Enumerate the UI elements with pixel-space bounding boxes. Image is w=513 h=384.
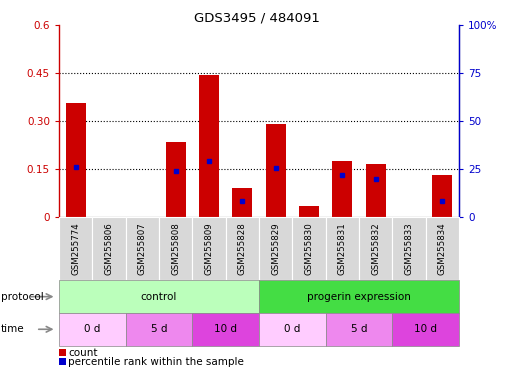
Bar <box>199 74 219 217</box>
Text: GSM255808: GSM255808 <box>171 222 180 275</box>
Bar <box>92 217 126 280</box>
Bar <box>126 217 159 280</box>
Bar <box>59 280 259 313</box>
Bar <box>359 217 392 280</box>
Text: GDS3495 / 484091: GDS3495 / 484091 <box>193 12 320 25</box>
Text: GSM255832: GSM255832 <box>371 222 380 275</box>
Bar <box>326 217 359 280</box>
Bar <box>66 103 86 217</box>
Bar <box>192 313 259 346</box>
Text: percentile rank within the sample: percentile rank within the sample <box>68 357 244 367</box>
Bar <box>326 313 392 346</box>
Text: time: time <box>1 324 25 334</box>
Bar <box>192 217 226 280</box>
Text: progerin expression: progerin expression <box>307 291 411 302</box>
Bar <box>126 313 192 346</box>
Text: GSM255833: GSM255833 <box>405 222 413 275</box>
Bar <box>59 217 92 280</box>
Bar <box>299 206 319 217</box>
Text: protocol: protocol <box>1 291 44 302</box>
Bar <box>392 313 459 346</box>
Text: 10 d: 10 d <box>415 324 437 334</box>
Bar <box>259 217 292 280</box>
Text: GSM255829: GSM255829 <box>271 222 280 275</box>
Text: GSM255831: GSM255831 <box>338 222 347 275</box>
Bar <box>432 175 452 217</box>
Text: 10 d: 10 d <box>214 324 237 334</box>
Text: 0 d: 0 d <box>284 324 301 334</box>
Text: GSM255828: GSM255828 <box>238 222 247 275</box>
Text: 5 d: 5 d <box>351 324 367 334</box>
Bar <box>366 164 386 217</box>
Text: GSM255834: GSM255834 <box>438 222 447 275</box>
Bar <box>426 217 459 280</box>
Bar <box>292 217 326 280</box>
Text: count: count <box>68 348 98 358</box>
Text: 0 d: 0 d <box>84 324 101 334</box>
Bar <box>59 313 126 346</box>
Bar <box>59 358 66 365</box>
Text: GSM255830: GSM255830 <box>305 222 313 275</box>
Bar <box>259 280 459 313</box>
Text: GSM255774: GSM255774 <box>71 222 80 275</box>
Text: control: control <box>141 291 177 302</box>
Bar <box>259 313 326 346</box>
Bar <box>332 161 352 217</box>
Text: GSM255806: GSM255806 <box>105 222 113 275</box>
Text: 5 d: 5 d <box>151 324 167 334</box>
Bar <box>159 217 192 280</box>
Text: GSM255809: GSM255809 <box>205 222 213 275</box>
Bar <box>226 217 259 280</box>
Bar <box>266 124 286 217</box>
Bar <box>59 349 66 356</box>
Bar <box>232 188 252 217</box>
Text: GSM255807: GSM255807 <box>138 222 147 275</box>
Bar <box>392 217 426 280</box>
Bar <box>166 142 186 217</box>
